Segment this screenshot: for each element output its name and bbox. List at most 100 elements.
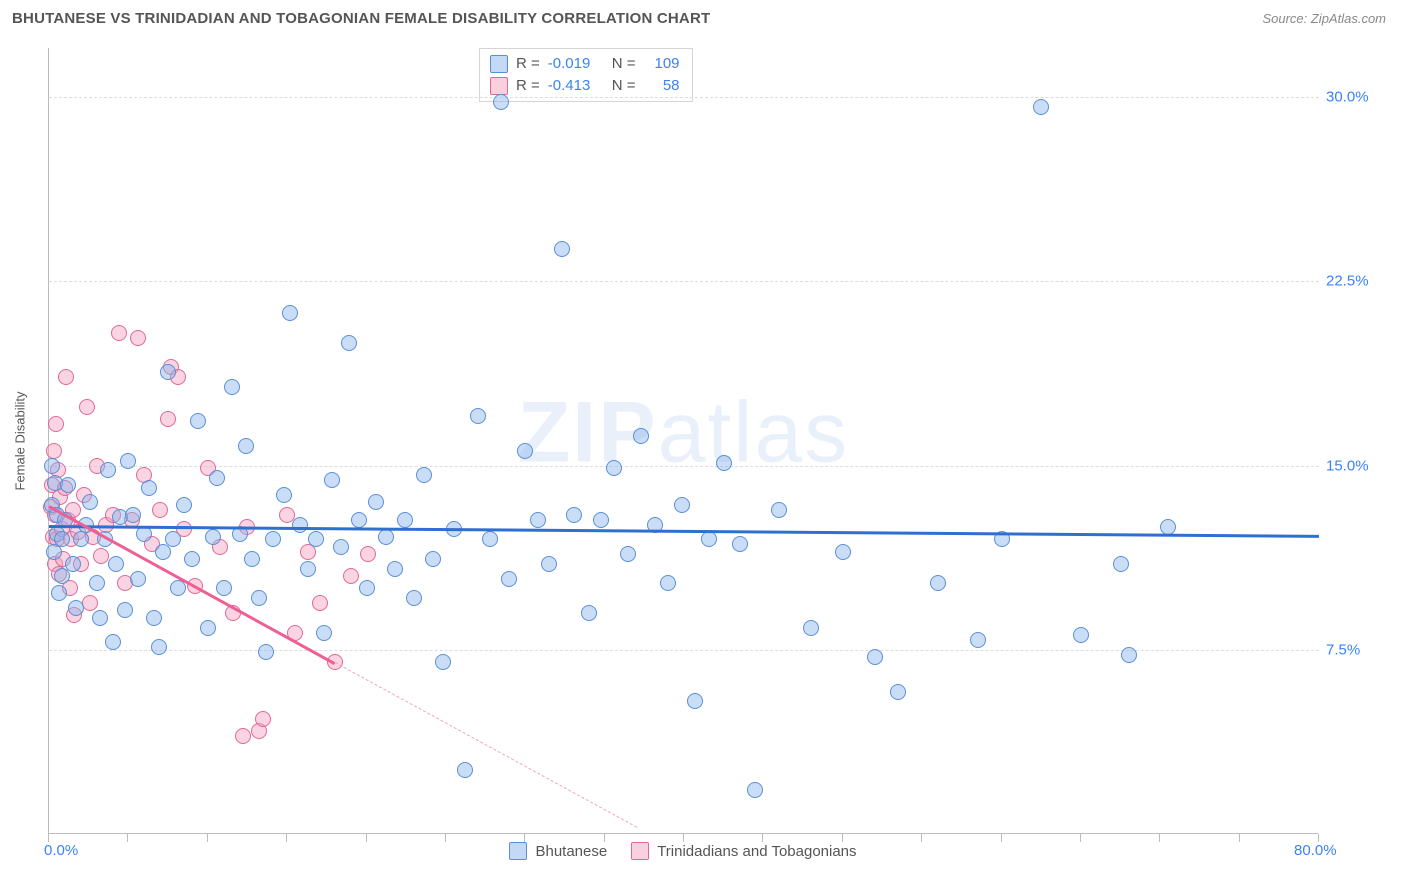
scatter-point-blue [300,561,316,577]
scatter-point-blue [606,460,622,476]
scatter-point-blue [674,497,690,513]
scatter-point-blue [125,507,141,523]
legend-item-trinidadians: Trinidadians and Tobagonians [631,842,856,860]
scatter-point-blue [387,561,403,577]
stat-r-label: R = [516,75,540,97]
scatter-point-blue [771,502,787,518]
scatter-point-blue [716,455,732,471]
x-tick [445,834,446,842]
stat-r-value: -0.019 [548,53,604,75]
x-tick-label: 80.0% [1294,842,1337,859]
x-tick [286,834,287,842]
gridline [49,281,1319,282]
scatter-point-blue [44,458,60,474]
series-legend: Bhutanese Trinidadians and Tobagonians [48,842,1318,860]
swatch-pink-icon [631,842,649,860]
x-tick [48,834,49,842]
swatch-blue-icon [490,55,508,73]
scatter-point-pink [343,568,359,584]
scatter-point-blue [633,428,649,444]
scatter-point-pink [255,711,271,727]
scatter-point-blue [51,585,67,601]
scatter-point-blue [566,507,582,523]
swatch-pink-icon [490,77,508,95]
scatter-point-blue [244,551,260,567]
plot-area: ZIPatlas R = -0.019 N = 109 R = -0.413 N… [48,48,1318,834]
scatter-point-blue [359,580,375,596]
stats-row-series2: R = -0.413 N = 58 [490,75,680,97]
scatter-point-blue [378,529,394,545]
scatter-point-blue [333,539,349,555]
x-tick [762,834,763,842]
scatter-point-blue [530,512,546,528]
x-tick [842,834,843,842]
scatter-point-blue [397,512,413,528]
scatter-point-pink [160,411,176,427]
scatter-point-blue [292,517,308,533]
scatter-point-pink [130,330,146,346]
scatter-point-blue [747,782,763,798]
trend-line-pink-extrapolated [335,662,637,827]
chart-title: BHUTANESE VS TRINIDADIAN AND TOBAGONIAN … [12,10,710,27]
scatter-point-blue [554,241,570,257]
scatter-point-blue [73,531,89,547]
x-tick [683,834,684,842]
scatter-point-pink [360,546,376,562]
scatter-point-blue [238,438,254,454]
scatter-point-pink [79,399,95,415]
scatter-point-blue [117,602,133,618]
y-tick-label: 15.0% [1326,457,1369,474]
x-tick [207,834,208,842]
x-tick [1159,834,1160,842]
stat-r-value: -0.413 [548,75,604,97]
scatter-point-pink [235,728,251,744]
scatter-point-blue [65,556,81,572]
stats-legend-box: R = -0.019 N = 109 R = -0.413 N = 58 [479,48,693,102]
swatch-blue-icon [509,842,527,860]
plot-container: ZIPatlas R = -0.019 N = 109 R = -0.413 N… [48,48,1388,834]
scatter-point-blue [687,693,703,709]
scatter-point-pink [312,595,328,611]
scatter-point-blue [105,634,121,650]
scatter-point-blue [160,364,176,380]
scatter-point-blue [482,531,498,547]
scatter-point-blue [425,551,441,567]
scatter-point-blue [324,472,340,488]
scatter-point-blue [216,580,232,596]
scatter-point-blue [200,620,216,636]
scatter-point-blue [867,649,883,665]
x-tick [1239,834,1240,842]
x-tick [524,834,525,842]
scatter-point-blue [517,443,533,459]
scatter-point-blue [92,610,108,626]
scatter-point-blue [835,544,851,560]
scatter-point-blue [316,625,332,641]
stat-n-value: 58 [644,75,680,97]
scatter-point-blue [308,531,324,547]
legend-item-bhutanese: Bhutanese [509,842,607,860]
scatter-point-pink [48,416,64,432]
y-axis-label: Female Disability [13,392,28,491]
scatter-point-blue [593,512,609,528]
scatter-point-blue [190,413,206,429]
scatter-point-blue [251,590,267,606]
scatter-point-blue [1073,627,1089,643]
x-tick [127,834,128,842]
x-tick [366,834,367,842]
stat-n-label: N = [612,75,636,97]
scatter-point-blue [265,531,281,547]
scatter-point-blue [108,556,124,572]
y-tick-label: 30.0% [1326,89,1369,106]
scatter-point-blue [620,546,636,562]
scatter-point-blue [1160,519,1176,535]
scatter-point-blue [176,497,192,513]
scatter-point-blue [1033,99,1049,115]
stat-n-value: 109 [644,53,680,75]
y-tick-label: 22.5% [1326,273,1369,290]
scatter-point-blue [351,512,367,528]
x-tick [1001,834,1002,842]
scatter-point-blue [541,556,557,572]
gridline [49,466,1319,467]
scatter-point-blue [151,639,167,655]
scatter-point-blue [68,600,84,616]
